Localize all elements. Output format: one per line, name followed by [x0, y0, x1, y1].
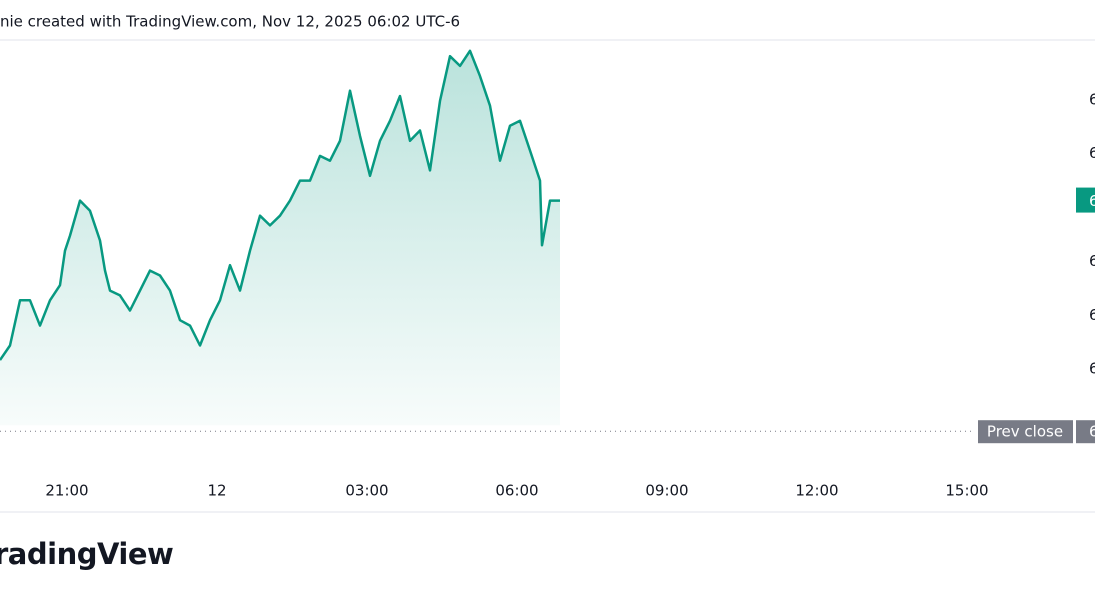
prev-close-title: Prev close — [987, 423, 1063, 441]
y-tick-label: 6 — [1089, 360, 1095, 378]
x-tick-label: 06:00 — [495, 482, 538, 500]
x-tick-label: 09:00 — [645, 482, 688, 500]
x-tick-label: 12:00 — [795, 482, 838, 500]
prev-close-price-badge — [1076, 420, 1095, 444]
y-tick-label: 6 — [1089, 144, 1095, 162]
x-tick-label: 21:00 — [45, 482, 88, 500]
x-tick-label: 15:00 — [945, 482, 988, 500]
y-tick-label: 6 — [1089, 252, 1095, 270]
x-tick-label: 03:00 — [345, 482, 388, 500]
last-price-badge — [1076, 187, 1095, 213]
header: nie created with TradingView.com, Nov 12… — [0, 13, 460, 31]
last-price-label: 6 — [1089, 192, 1095, 210]
logo: radingView — [0, 537, 173, 571]
prev-close-price: 6 — [1089, 423, 1095, 441]
area-fill — [0, 50, 560, 426]
prev-close-badge — [978, 420, 1073, 444]
y-tick-label: 6 — [1089, 90, 1095, 108]
price-line — [0, 49, 560, 361]
x-tick-label: 12 — [207, 482, 226, 500]
y-tick-label: 6 — [1089, 306, 1095, 324]
